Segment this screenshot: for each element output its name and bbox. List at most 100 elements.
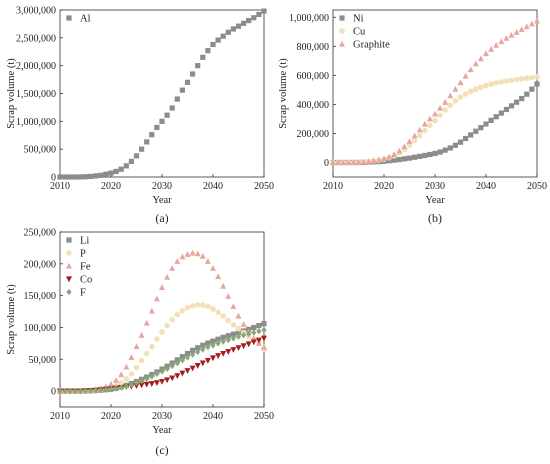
data-point-graphite [432,110,438,117]
data-point-ni [412,154,418,160]
legend-label-fe: Fe [80,262,91,273]
data-point-ni [447,145,453,151]
data-point-cu [452,97,459,104]
x-axis-label: Year [152,425,172,436]
data-point-ni [427,151,433,158]
data-point-cu [467,88,474,95]
data-point-f [261,326,267,334]
data-point-cu [411,137,418,144]
data-point-ni [401,156,407,162]
data-point-fe [108,380,114,387]
data-point-al [128,158,134,165]
data-point-f [57,387,63,395]
data-point-graphite [472,60,479,67]
data-point-f [225,336,231,344]
data-point-li [235,329,242,336]
y-axis-label: Scrap volume (t) [6,284,17,355]
y-tick-label: 1,000,000 [16,117,56,128]
data-point-ni [483,121,489,127]
data-point-co [225,349,232,355]
data-point-co [184,368,191,374]
data-point-graphite [508,31,515,38]
data-point-graphite [518,26,525,33]
data-point-fe [225,293,232,299]
legend-label-co: Co [80,275,92,286]
data-point-graphite [498,38,505,45]
data-point-cu [442,107,449,113]
y-tick-label: 250,000 [24,228,57,239]
data-point-graphite [365,158,372,165]
data-point-co [153,380,160,387]
data-point-li [215,336,221,342]
x-tick-label: 2050 [254,411,274,422]
data-point-al [200,54,206,60]
data-point-fe [240,321,247,327]
data-point-al [149,132,155,138]
data-point-al [77,174,83,180]
data-point-co [220,350,227,357]
data-point-graphite [386,153,393,160]
legend-label-f: F [80,288,86,299]
data-point-cu [488,81,494,87]
data-point-p [143,350,150,357]
panel-caption: (c) [155,443,168,457]
data-point-fe [143,319,150,326]
data-point-li [230,331,236,337]
data-point-graphite [340,159,347,166]
data-point-fe [159,284,165,290]
data-point-cu [427,122,433,129]
data-point-ni [452,142,458,148]
data-point-p [194,302,201,308]
data-point-al [205,48,211,54]
data-point-fe [113,377,120,383]
data-point-co [204,357,211,364]
data-point-graphite [523,23,530,30]
data-point-fe [128,354,135,360]
data-point-ni [493,114,499,120]
data-point-f [159,368,165,375]
x-tick-label: 2040 [203,411,223,422]
legend-label-al: Al [80,14,91,25]
data-point-f [133,379,140,387]
data-point-ni [514,99,520,105]
y-tick-label: 2,500,000 [16,33,56,44]
data-point-graphite [503,34,510,41]
y-tick-label: 0 [51,173,56,184]
data-point-al [230,26,236,32]
data-point-fe [215,273,222,280]
data-point-al [88,173,94,180]
data-point-al [225,29,231,35]
data-point-cu [529,74,535,81]
data-point-p [200,302,206,308]
data-point-li [251,324,257,331]
data-point-p [169,317,175,323]
data-point-ni [534,81,540,87]
plot-frame [59,9,265,178]
data-point-co [199,360,206,367]
data-point-co [138,382,145,389]
data-point-fe [164,273,171,280]
data-point-ni [524,91,530,97]
data-point-f [241,331,247,339]
data-point-f [256,328,262,335]
data-point-f [128,381,134,388]
data-point-li [261,321,267,327]
data-point-graphite [483,50,489,57]
data-point-cu [437,112,443,119]
data-point-al [103,171,109,177]
panel-c: 0 50,000 100,000 150,000 200,000 250,000 2010 2… [6,228,274,458]
data-point-al [241,20,247,26]
y-tick-label: 0 [51,387,56,398]
data-point-graphite [462,72,469,79]
data-point-ni [529,86,535,92]
data-point-co [143,381,150,388]
x-tick-label: 2020 [101,411,121,422]
data-point-al [179,87,185,93]
data-point-co [215,353,222,359]
y-tick-label: 150,000 [24,291,57,302]
data-point-p [159,329,165,335]
y-tick-label: 100,000 [24,323,57,334]
data-point-al [261,8,267,14]
panel-caption: (b) [428,211,442,225]
